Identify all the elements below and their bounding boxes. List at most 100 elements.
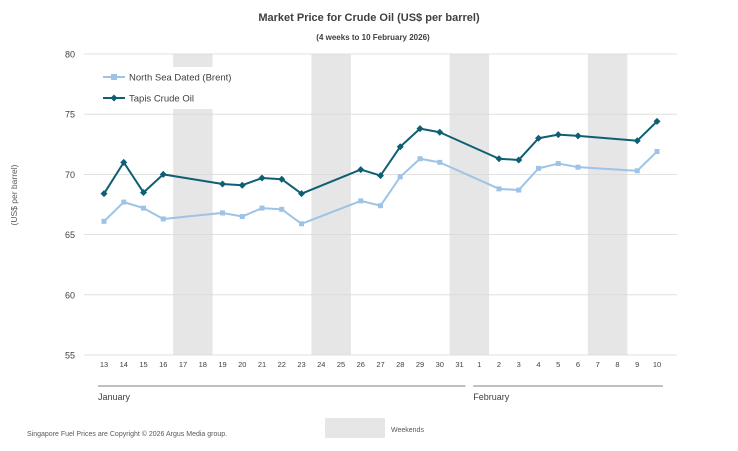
x-tick-label: 10	[653, 360, 661, 369]
data-point	[258, 174, 266, 182]
x-tick-label: 3	[517, 360, 521, 369]
x-tick-label: 26	[357, 360, 365, 369]
data-point	[554, 131, 562, 139]
data-point	[515, 156, 523, 164]
x-tick-label: 28	[396, 360, 404, 369]
x-tick-label: 31	[455, 360, 463, 369]
x-tick-label: 1	[477, 360, 481, 369]
x-tick-label: 24	[317, 360, 325, 369]
data-point	[653, 117, 661, 125]
x-tick-label: 6	[576, 360, 580, 369]
x-tick-label: 25	[337, 360, 345, 369]
data-point	[121, 199, 127, 205]
x-tick-label: 4	[536, 360, 540, 369]
data-point	[101, 218, 107, 224]
y-tick-label: 65	[65, 230, 75, 240]
legend-label-brent: North Sea Dated (Brent)	[129, 73, 231, 84]
data-point	[654, 149, 660, 155]
data-point	[436, 128, 444, 136]
x-tick-label: 22	[278, 360, 286, 369]
x-tick-label: 14	[120, 360, 128, 369]
x-tick-label: 23	[297, 360, 305, 369]
data-point	[219, 180, 226, 188]
data-point	[299, 221, 304, 227]
data-point	[238, 181, 246, 189]
data-point	[536, 165, 541, 171]
x-tick-label: 17	[179, 360, 187, 369]
y-tick-label: 80	[65, 50, 75, 60]
data-point	[100, 190, 108, 198]
x-tick-label: 16	[159, 360, 167, 369]
legend-background	[98, 67, 256, 109]
x-tick-label: 20	[238, 360, 246, 369]
y-tick-labels: 55 60 65 70 75 80	[65, 50, 75, 361]
data-point	[535, 134, 542, 142]
data-point	[555, 161, 561, 167]
data-point	[574, 132, 582, 140]
series-1	[101, 149, 660, 227]
x-tick-labels: 13 14 15 16 17 18 19 20 21 22 23 24 25 26 27 28 29 30 31 1 2…	[100, 360, 661, 369]
x-tick-label: 15	[139, 360, 147, 369]
legend-item-brent: North Sea Dated (Brent)	[103, 73, 231, 84]
data-point	[259, 205, 265, 211]
data-point	[575, 164, 581, 170]
x-tick-label: 2	[497, 360, 501, 369]
data-point	[159, 170, 167, 178]
weekend-band-2	[311, 54, 351, 355]
x-tick-label: 9	[635, 360, 639, 369]
data-point	[141, 205, 146, 211]
y-tick-label: 60	[65, 290, 75, 300]
gridlines	[84, 53, 677, 356]
data-point	[357, 166, 365, 174]
x-tick-label: 19	[218, 360, 226, 369]
y-tick-label: 75	[65, 110, 75, 120]
data-point	[437, 159, 443, 165]
data-point	[495, 155, 503, 163]
data-point	[634, 168, 640, 174]
x-tick-label: 27	[376, 360, 384, 369]
data-point	[397, 174, 403, 180]
data-point	[417, 156, 423, 162]
data-point	[516, 187, 522, 193]
y-axis-label: (US$ per barrel)	[9, 164, 19, 225]
month-label: January	[98, 392, 131, 402]
x-tick-label: 7	[596, 360, 600, 369]
series-lines	[100, 117, 661, 227]
data-point	[298, 190, 305, 198]
x-tick-label: 5	[556, 360, 560, 369]
y-tick-label: 70	[65, 170, 75, 180]
data-point	[358, 198, 364, 204]
data-point	[279, 206, 285, 212]
x-tick-label: 18	[199, 360, 207, 369]
x-tick-label: 8	[615, 360, 619, 369]
data-point	[633, 137, 641, 145]
data-point	[396, 143, 404, 151]
legend-label-tapis: Tapis Crude Oil	[129, 94, 194, 105]
data-point	[278, 175, 286, 183]
copyright-text: Singapore Fuel Prices are Copyright © 20…	[27, 430, 227, 438]
weekend-band-3	[449, 54, 490, 355]
x-tick-label: 29	[416, 360, 424, 369]
chart-subtitle: (4 weeks to 10 February 2026)	[316, 33, 430, 42]
data-point	[496, 186, 502, 192]
y-tick-label: 55	[65, 351, 75, 361]
data-point	[220, 210, 225, 216]
data-point	[378, 203, 383, 209]
data-point	[120, 158, 128, 166]
weekend-band-4	[587, 54, 628, 355]
data-point	[416, 125, 424, 133]
chart-title: Market Price for Crude Oil (US$ per barr…	[258, 12, 480, 24]
legend-item-tapis: Tapis Crude Oil	[103, 94, 194, 105]
x-tick-label: 21	[258, 360, 266, 369]
weekends-legend-label: Weekends	[391, 427, 424, 434]
weekends-legend-swatch	[325, 418, 385, 438]
x-tick-label: 13	[100, 360, 108, 369]
data-point	[140, 188, 147, 196]
data-point	[377, 172, 384, 180]
data-point	[160, 216, 166, 222]
data-point	[239, 214, 245, 220]
month-label: February	[473, 392, 510, 402]
x-tick-label: 30	[436, 360, 444, 369]
series-2	[100, 117, 661, 198]
